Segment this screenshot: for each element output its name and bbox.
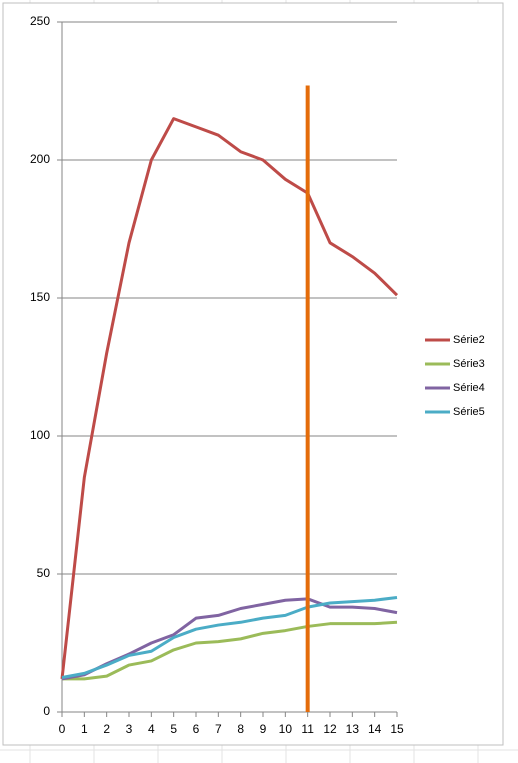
legend-label: Série4 xyxy=(453,382,485,394)
series-line xyxy=(61,595,398,679)
y-tick-label: 150 xyxy=(30,290,50,304)
y-tick-label: 0 xyxy=(43,704,50,718)
x-tick-label: 9 xyxy=(260,722,267,736)
x-tick-label: 4 xyxy=(148,722,155,736)
chart-area xyxy=(2,2,504,746)
x-tick-label: 15 xyxy=(390,722,404,736)
x-tick-label: 7 xyxy=(215,722,222,736)
x-tick-label: 10 xyxy=(279,722,293,736)
series-line xyxy=(60,117,399,680)
y-tick-label: 250 xyxy=(30,14,50,28)
x-tick-label: 8 xyxy=(237,722,244,736)
x-tick-label: 12 xyxy=(323,722,337,736)
x-tick-label: 2 xyxy=(103,722,110,736)
x-tick-label: 14 xyxy=(368,722,382,736)
x-tick-label: 6 xyxy=(193,722,200,736)
legend-label: Série5 xyxy=(453,406,485,418)
series-line xyxy=(62,620,398,681)
x-tick-label: 0 xyxy=(59,722,66,736)
y-tick-label: 200 xyxy=(30,152,50,166)
x-tick-label: 11 xyxy=(301,722,314,736)
x-tick-label: 5 xyxy=(170,722,177,736)
y-tick-label: 100 xyxy=(30,428,50,442)
x-tick-label: 3 xyxy=(126,722,133,736)
y-tick-label: 50 xyxy=(37,566,51,580)
x-tick-label: 13 xyxy=(346,722,360,736)
legend-label: Série2 xyxy=(453,334,485,346)
x-tick-label: 1 xyxy=(81,722,88,736)
legend-label: Série3 xyxy=(453,358,485,370)
